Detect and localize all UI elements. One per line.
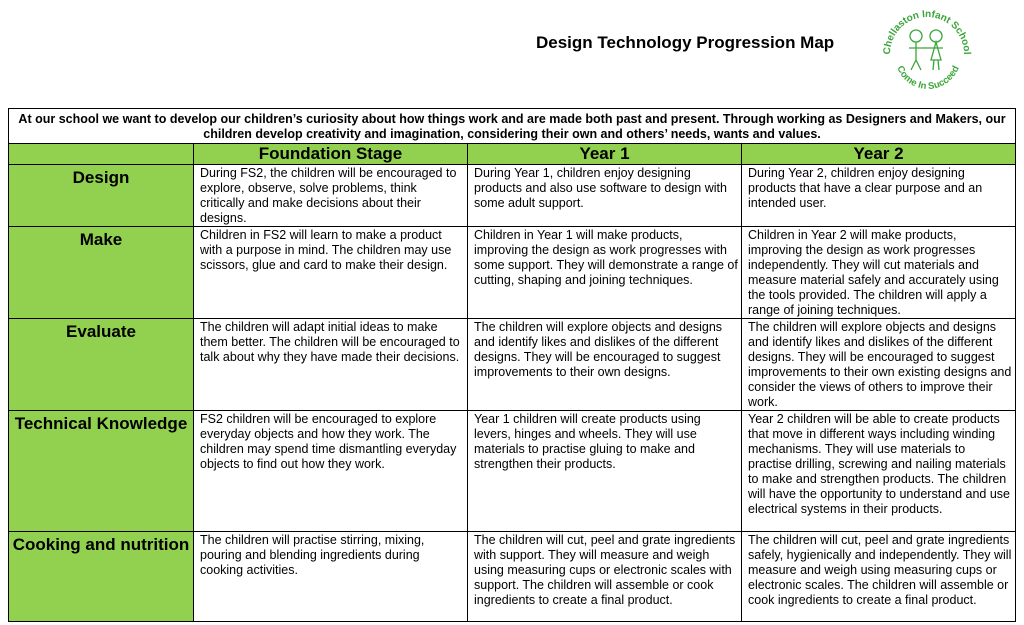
row-label-design: Design	[8, 164, 194, 227]
table-cell: During Year 1, children enjoy designing …	[467, 164, 742, 227]
row-label-make: Make	[8, 226, 194, 319]
table-cell: The children will cut, peel and grate in…	[740, 531, 1017, 622]
table-cell: The children will adapt initial ideas to…	[193, 318, 468, 411]
table-row: Cooking and nutrition The children will …	[8, 531, 1017, 622]
col-header-year1: Year 1	[467, 143, 742, 165]
table-cell: The children will explore objects and de…	[740, 318, 1017, 411]
logo-bottom-text: Come In Succeed	[894, 64, 961, 92]
row-label-evaluate: Evaluate	[8, 318, 194, 411]
table-cell: The children will practise stirring, mix…	[193, 531, 468, 622]
table-cell: FS2 children will be encouraged to explo…	[193, 410, 468, 532]
svg-text:Come In Succeed: Come In Succeed	[894, 64, 961, 92]
corner-cell	[8, 143, 194, 165]
table-cell: During Year 2, children enjoy designing …	[740, 164, 1017, 227]
column-header-row: Foundation Stage Year 1 Year 2	[8, 143, 1017, 165]
table-cell: The children will cut, peel and grate in…	[467, 531, 742, 622]
intro-text: At our school we want to develop our chi…	[7, 108, 1017, 144]
children-figures-icon	[909, 29, 943, 71]
table-row: Make Children in FS2 will learn to make …	[8, 226, 1017, 319]
col-header-year2: Year 2	[740, 143, 1017, 165]
row-label-technical-knowledge: Technical Knowledge	[8, 410, 194, 532]
table-cell: Children in Year 2 will make products, i…	[740, 226, 1017, 319]
table-cell: The children will explore objects and de…	[467, 318, 742, 411]
table-row: Technical Knowledge FS2 children will be…	[8, 410, 1017, 532]
school-logo: Chellaston Infant School Come In Succeed	[882, 9, 972, 92]
intro-row: At our school we want to develop our chi…	[7, 108, 1017, 144]
table-cell: Children in FS2 will learn to make a pro…	[193, 226, 468, 319]
table-row: Evaluate The children will adapt initial…	[8, 318, 1017, 411]
row-label-cooking-nutrition: Cooking and nutrition	[8, 531, 194, 622]
table-cell: Year 2 children will be able to create p…	[740, 410, 1017, 532]
table-cell: Year 1 children will create products usi…	[467, 410, 742, 532]
page-title: Design Technology Progression Map	[536, 33, 835, 52]
table-cell: Children in Year 1 will make products, i…	[467, 226, 742, 319]
col-header-foundation: Foundation Stage	[193, 143, 468, 165]
table-row: Design During FS2, the children will be …	[8, 164, 1017, 227]
progression-table: At our school we want to develop our chi…	[7, 108, 1017, 622]
table-cell: During FS2, the children will be encoura…	[193, 164, 468, 227]
